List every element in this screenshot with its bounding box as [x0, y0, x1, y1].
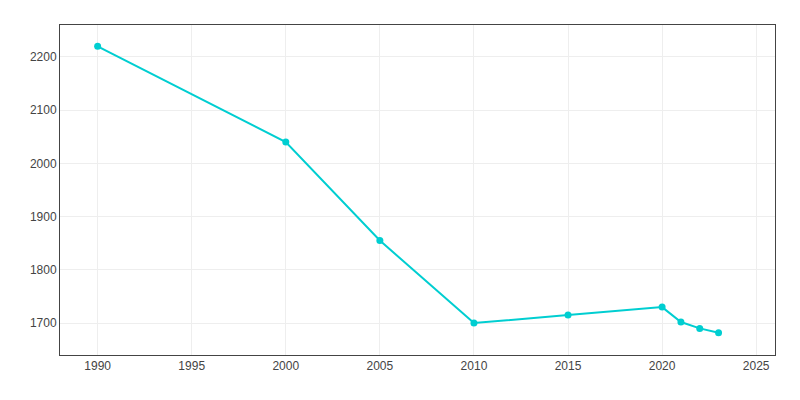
svg-text:2100: 2100 — [30, 103, 57, 117]
svg-text:2200: 2200 — [30, 50, 57, 64]
svg-text:2025: 2025 — [743, 359, 770, 373]
svg-text:2000: 2000 — [30, 157, 57, 171]
svg-text:1900: 1900 — [30, 210, 57, 224]
svg-text:1990: 1990 — [84, 359, 111, 373]
svg-text:1700: 1700 — [30, 316, 57, 330]
svg-text:2005: 2005 — [367, 359, 394, 373]
svg-text:2020: 2020 — [649, 359, 676, 373]
svg-text:2000: 2000 — [272, 359, 299, 373]
svg-text:2015: 2015 — [555, 359, 582, 373]
svg-text:2010: 2010 — [461, 359, 488, 373]
svg-text:1995: 1995 — [178, 359, 205, 373]
svg-text:1800: 1800 — [30, 263, 57, 277]
